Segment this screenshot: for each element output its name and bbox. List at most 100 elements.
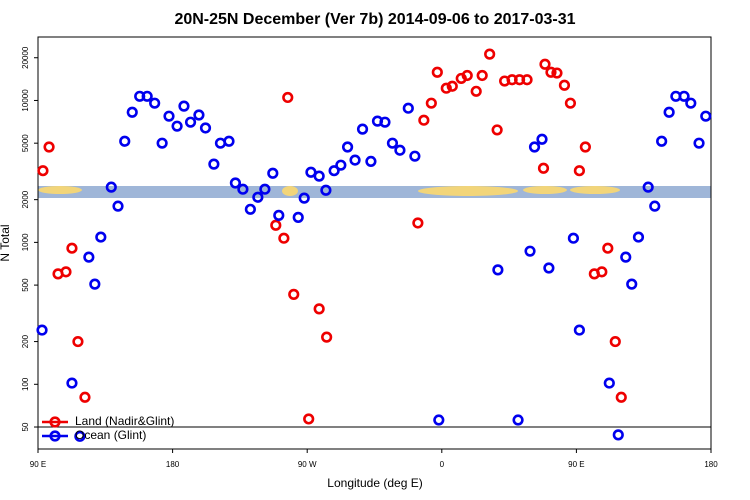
data-point bbox=[79, 391, 91, 403]
data-point bbox=[267, 167, 279, 179]
data-point bbox=[66, 242, 78, 254]
legend-label: Ocean (Glint) bbox=[75, 428, 146, 442]
data-point bbox=[394, 144, 406, 156]
data-point bbox=[567, 232, 580, 244]
data-point bbox=[551, 67, 563, 79]
data-point bbox=[313, 303, 325, 315]
x-tick-label: 90 W bbox=[298, 460, 317, 469]
legend-marker bbox=[49, 430, 61, 442]
data-point bbox=[656, 135, 668, 147]
data-point bbox=[303, 413, 315, 425]
data-point bbox=[126, 106, 138, 118]
data-point bbox=[141, 90, 153, 102]
data-point bbox=[649, 200, 661, 212]
data-point bbox=[36, 324, 48, 336]
data-point bbox=[537, 162, 550, 174]
data-point bbox=[693, 137, 705, 149]
data-point bbox=[313, 170, 325, 182]
data-point bbox=[536, 133, 548, 145]
data-point bbox=[678, 90, 690, 102]
data-point bbox=[543, 262, 555, 274]
data-point bbox=[521, 74, 533, 86]
data-point bbox=[156, 137, 168, 149]
data-point bbox=[685, 97, 697, 109]
data-point bbox=[335, 159, 347, 171]
data-point bbox=[545, 66, 557, 78]
data-point bbox=[252, 191, 264, 203]
y-tick-label: 50 bbox=[21, 422, 30, 431]
data-point bbox=[615, 391, 627, 403]
data-point bbox=[365, 155, 377, 168]
data-point bbox=[298, 192, 310, 204]
y-tick-label: 1000 bbox=[21, 233, 30, 251]
y-tick-label: 500 bbox=[21, 278, 30, 292]
data-point bbox=[484, 48, 496, 60]
data-point bbox=[573, 324, 585, 336]
land-shape bbox=[523, 186, 567, 194]
x-tick-label: 90 E bbox=[568, 460, 584, 469]
data-point bbox=[433, 414, 445, 426]
data-point bbox=[642, 181, 654, 193]
x-tick-label: 0 bbox=[440, 460, 445, 469]
data-point bbox=[379, 116, 391, 128]
plot-frame bbox=[37, 36, 712, 450]
y-tick-label: 5000 bbox=[21, 134, 30, 152]
data-point bbox=[119, 135, 131, 147]
data-point bbox=[491, 124, 503, 136]
data-point bbox=[95, 231, 107, 243]
data-point bbox=[43, 141, 55, 153]
data-point bbox=[512, 414, 524, 426]
data-point bbox=[60, 266, 72, 278]
data-point bbox=[270, 219, 282, 231]
data-point bbox=[244, 203, 256, 215]
y-tick-label: 200 bbox=[21, 334, 30, 348]
data-point bbox=[626, 278, 638, 290]
data-point bbox=[163, 110, 175, 122]
data-point bbox=[320, 184, 332, 196]
data-point bbox=[620, 251, 632, 263]
data-point bbox=[412, 217, 424, 229]
data-point bbox=[149, 97, 161, 109]
data-point bbox=[223, 135, 235, 147]
data-point bbox=[663, 106, 675, 118]
data-point bbox=[193, 109, 205, 121]
map-strip bbox=[38, 186, 711, 198]
data-point bbox=[579, 141, 591, 153]
data-point bbox=[178, 100, 190, 112]
data-point bbox=[528, 141, 541, 153]
y-axis-label: N Total bbox=[0, 224, 12, 261]
data-point bbox=[112, 200, 124, 212]
data-point bbox=[612, 429, 624, 441]
land-shape bbox=[570, 186, 620, 194]
data-point bbox=[171, 120, 183, 132]
data-point bbox=[539, 58, 551, 70]
data-point bbox=[83, 251, 95, 263]
data-point bbox=[558, 79, 571, 91]
data-point bbox=[602, 242, 614, 254]
data-point bbox=[431, 66, 443, 78]
data-point bbox=[89, 278, 101, 290]
x-tick-label: 180 bbox=[166, 460, 180, 469]
data-point bbox=[105, 181, 117, 193]
data-point bbox=[282, 91, 294, 104]
data-point bbox=[328, 165, 340, 177]
data-point bbox=[278, 232, 290, 244]
data-point bbox=[425, 97, 437, 109]
data-point bbox=[564, 97, 577, 109]
data-point bbox=[349, 154, 361, 166]
data-point bbox=[72, 335, 84, 348]
data-point bbox=[470, 85, 482, 97]
data-point bbox=[237, 183, 249, 195]
y-tick-label: 100 bbox=[21, 377, 30, 391]
data-point bbox=[37, 165, 49, 177]
data-point bbox=[402, 102, 414, 114]
data-point bbox=[446, 80, 458, 92]
legend-label: Land (Nadir&Glint) bbox=[75, 414, 174, 428]
y-tick-label: 20000 bbox=[21, 46, 30, 69]
data-point bbox=[321, 331, 333, 343]
data-point bbox=[700, 110, 712, 122]
y-tick-label: 10000 bbox=[21, 89, 30, 112]
data-point bbox=[356, 123, 369, 135]
